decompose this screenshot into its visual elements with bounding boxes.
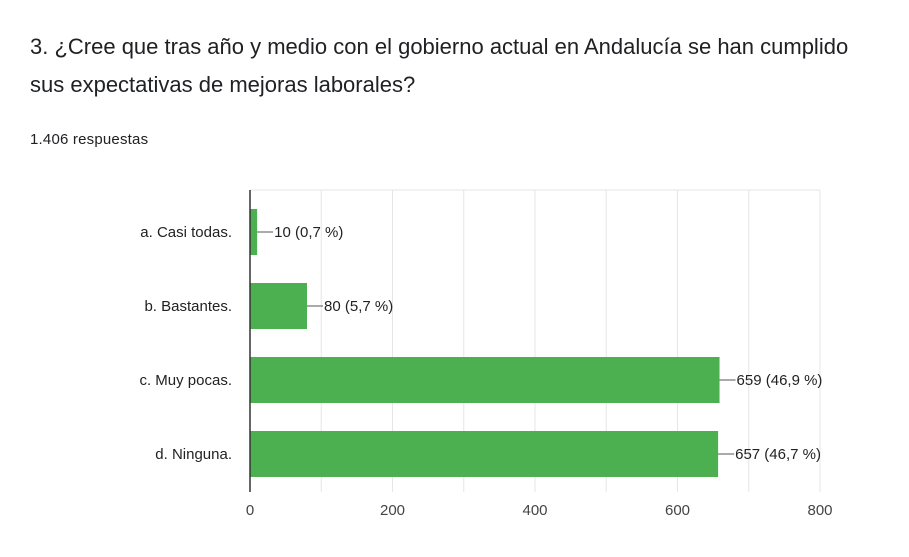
x-tick-label: 0 (246, 502, 254, 519)
bar (250, 209, 258, 255)
response-count: 1.406 respuestas (30, 131, 149, 148)
category-label: c. Muy pocas. (139, 372, 232, 389)
data-label: 80 (5,7 %) (324, 298, 393, 315)
labels: a. Casi todas. 10 (0,7 %) b. Bastantes. 80 … (139, 224, 822, 463)
x-tick-label: 600 (665, 502, 690, 519)
axes: 0 200 400 600 800 (246, 190, 833, 519)
x-tick-label: 400 (522, 502, 547, 519)
data-label: 659 (46,9 %) (737, 372, 823, 389)
question-title: 3. ¿Cree que tras año y medio con el gob… (30, 34, 849, 97)
bar (250, 283, 307, 329)
category-label: a. Casi todas. (140, 224, 232, 241)
bar (250, 357, 720, 403)
x-tick-label: 800 (807, 502, 832, 519)
data-label: 10 (0,7 %) (274, 224, 343, 241)
category-label: d. Ninguna. (155, 446, 232, 463)
bars (250, 209, 720, 477)
category-label: b. Bastantes. (144, 298, 232, 315)
x-tick-label: 200 (380, 502, 405, 519)
bar (250, 431, 719, 477)
data-label: 657 (46,7 %) (735, 446, 821, 463)
